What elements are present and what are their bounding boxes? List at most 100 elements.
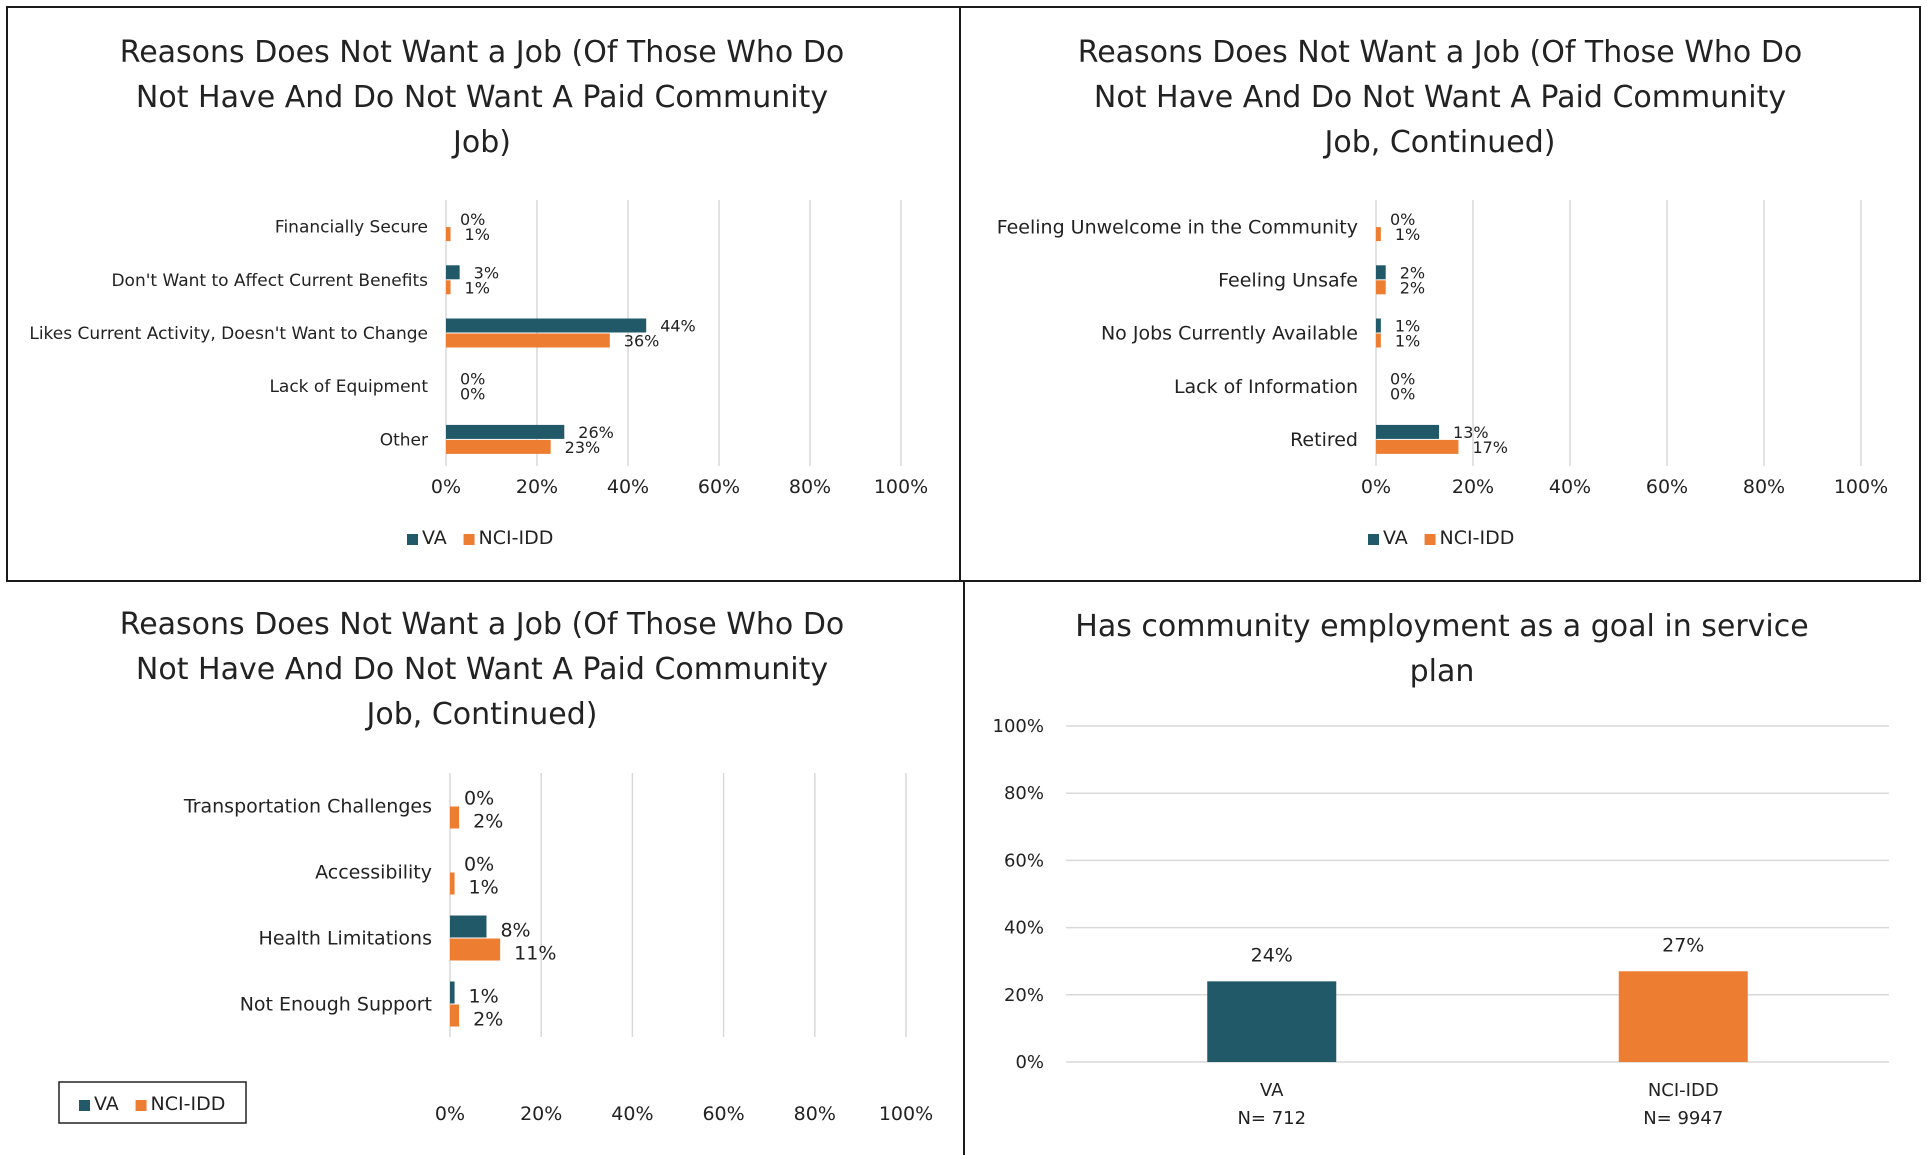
data-label-nci-idd: 0% [460, 385, 485, 404]
bar-va [446, 424, 565, 439]
divider-middle-v-top [959, 6, 961, 582]
data-label-va: 1% [1395, 317, 1420, 336]
chart-reasons-1: Reasons Does Not Want a Job (Of Those Wh… [29, 35, 928, 549]
x-tick-label: 40% [1549, 476, 1591, 498]
chart-reasons-3: Reasons Does Not Want a Job (Of Those Wh… [58, 607, 933, 1125]
divider-right [1919, 6, 1921, 582]
data-label-va: 0% [460, 210, 485, 229]
chart-title-line: Job, Continued) [365, 697, 598, 732]
legend-nci-idd-swatch [135, 1100, 147, 1111]
bar-va [1376, 424, 1440, 439]
category-label: Lack of Information [1174, 376, 1358, 398]
x-tick-label: 80% [794, 1103, 836, 1125]
data-label-nci-idd: 2% [473, 1009, 503, 1031]
x-tick-label: 0% [435, 1103, 465, 1125]
category-label: Accessibility [315, 862, 432, 884]
y-tick-label: 0% [1015, 1052, 1044, 1073]
x-tick-label: 100% [1834, 476, 1888, 498]
data-label-va: 26% [578, 423, 614, 442]
bar-nci-idd [1376, 227, 1381, 242]
x-tick-label: 0% [1361, 476, 1391, 498]
legend-nci-idd-swatch [1424, 534, 1436, 545]
category-label: Transportation Challenges [183, 796, 432, 818]
x-tick-label: 20% [520, 1103, 562, 1125]
category-label: Lack of Equipment [269, 377, 428, 397]
chart-reasons-2: Reasons Does Not Want a Job (Of Those Wh… [997, 35, 1888, 549]
legend-nci-idd-swatch [463, 534, 475, 545]
data-label-nci-idd: 2% [1400, 278, 1425, 297]
legend-va-label: VA [1383, 527, 1408, 549]
data-label-va: 0% [1390, 210, 1415, 229]
chart-title-line: Job, Continued) [1323, 125, 1556, 160]
data-label-nci-idd: 1% [469, 877, 499, 899]
divider-left [6, 6, 8, 582]
chart-title-line: Reasons Does Not Want a Job (Of Those Wh… [1078, 35, 1803, 70]
chart-panel-reasons-2: Reasons Does Not Want a Job (Of Those Wh… [966, 8, 1919, 580]
chart-title-line: plan [1410, 654, 1475, 689]
data-label-va: 1% [469, 986, 499, 1008]
bar-va [446, 318, 647, 333]
x-tick-label: 0% [431, 476, 461, 498]
legend-va-swatch [407, 534, 418, 545]
bar-nci-idd [450, 806, 460, 829]
x-tick-label: 60% [702, 1103, 744, 1125]
data-label-nci-idd: 2% [473, 811, 503, 833]
data-label-va: 3% [474, 263, 499, 282]
bar-va [446, 265, 460, 280]
data-label: 24% [1251, 944, 1293, 966]
legend-nci-idd-label: NCI-IDD [1440, 527, 1515, 549]
data-label-nci-idd: 36% [624, 332, 660, 351]
bar-nci-idd [446, 439, 551, 454]
data-label-va: 0% [460, 370, 485, 389]
y-tick-label: 40% [1004, 918, 1044, 939]
y-tick-label: 20% [1004, 985, 1044, 1006]
data-label-nci-idd: 1% [465, 278, 490, 297]
bar-nci-idd [1618, 971, 1748, 1062]
chart-panel-employment-goal: Has community employment as a goal in se… [966, 585, 1919, 1152]
data-label-va: 44% [660, 317, 696, 336]
bar-nci-idd [446, 227, 451, 242]
chart-title-line: Reasons Does Not Want a Job (Of Those Wh… [120, 607, 845, 642]
data-label-va: 13% [1453, 423, 1489, 442]
category-label: VA [1260, 1080, 1284, 1101]
bar-va [450, 915, 487, 938]
chart-panel-reasons-1: Reasons Does Not Want a Job (Of Those Wh… [8, 8, 958, 580]
chart-title-line: Not Have And Do Not Want A Paid Communit… [1094, 80, 1786, 115]
category-label: Feeling Unwelcome in the Community [997, 216, 1358, 238]
category-label: Don't Want to Affect Current Benefits [111, 271, 428, 291]
data-label: 27% [1662, 934, 1704, 956]
data-label-nci-idd: 17% [1472, 438, 1508, 457]
bar-va [1207, 981, 1337, 1062]
bar-va [450, 981, 455, 1004]
category-label: Not Enough Support [240, 994, 432, 1016]
category-label: Health Limitations [259, 928, 432, 950]
bar-nci-idd [446, 333, 610, 348]
bar-nci-idd [450, 1004, 460, 1027]
y-tick-label: 60% [1004, 850, 1044, 871]
data-label-nci-idd: 23% [565, 438, 601, 457]
category-n-label: N= 9947 [1643, 1108, 1723, 1129]
legend-va-swatch [79, 1100, 90, 1111]
bar-nci-idd [450, 938, 501, 961]
divider-middle-h [6, 580, 1921, 582]
chart-title-line: Not Have And Do Not Want A Paid Communit… [136, 80, 828, 115]
y-tick-label: 80% [1004, 783, 1044, 804]
data-label-va: 0% [464, 788, 494, 810]
chart-employment-goal: Has community employment as a goal in se… [993, 609, 1889, 1129]
data-label-va: 0% [1390, 370, 1415, 389]
category-label: NCI-IDD [1648, 1080, 1719, 1101]
x-tick-label: 20% [516, 476, 558, 498]
chart-title-line: Reasons Does Not Want a Job (Of Those Wh… [120, 35, 845, 70]
category-label: Other [380, 430, 428, 450]
data-label-va: 2% [1400, 263, 1425, 282]
data-label-nci-idd: 1% [1395, 332, 1420, 351]
x-tick-label: 100% [874, 476, 928, 498]
bar-nci-idd [1376, 280, 1386, 295]
legend-nci-idd-label: NCI-IDD [151, 1093, 226, 1115]
bar-va [1376, 265, 1386, 280]
legend-nci-idd-label: NCI-IDD [479, 527, 554, 549]
chart-title-line: Has community employment as a goal in se… [1075, 609, 1808, 644]
bar-nci-idd [446, 280, 451, 295]
data-label-va: 8% [500, 920, 530, 942]
category-label: Retired [1290, 429, 1358, 451]
